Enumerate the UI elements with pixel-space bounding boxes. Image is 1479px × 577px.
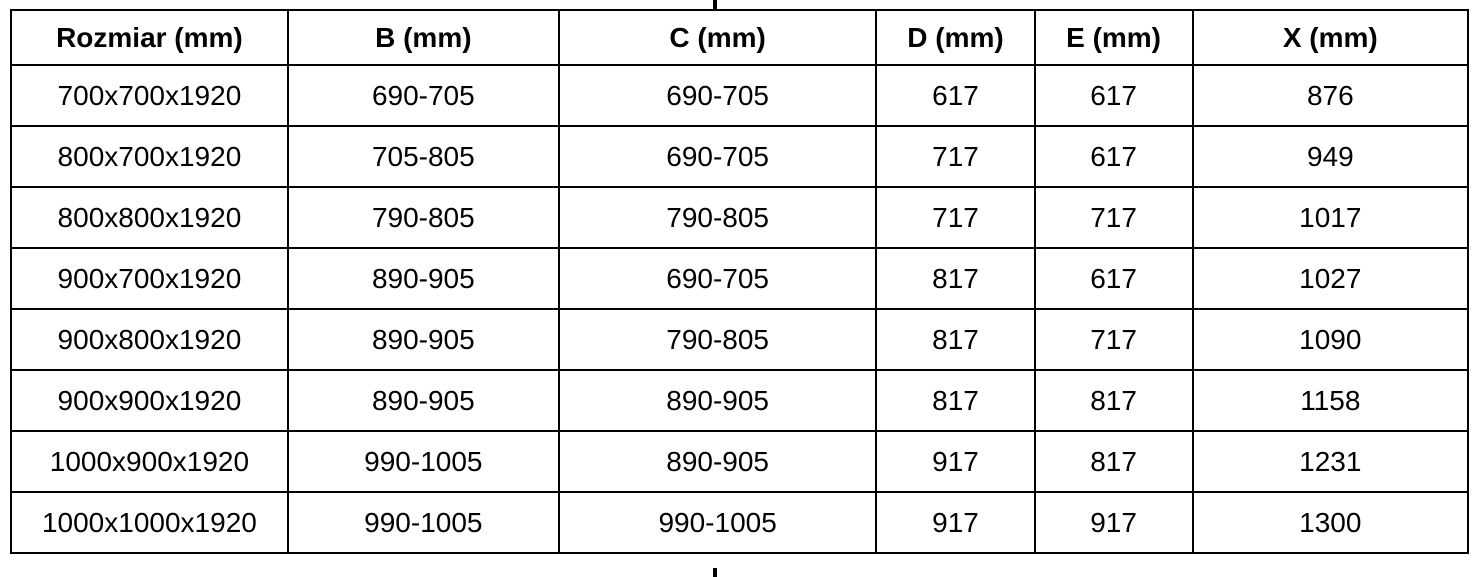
cell-e: 817 (1033, 430, 1194, 493)
cell-c: 790-805 (557, 186, 878, 249)
cell-d: 817 (875, 308, 1036, 371)
column-header-x: X (mm) (1191, 9, 1470, 66)
cell-x: 1300 (1191, 491, 1470, 554)
cell-rozmiar: 1000x900x1920 (10, 430, 289, 493)
column-header-c: C (mm) (557, 9, 878, 66)
cell-c: 890-905 (557, 369, 878, 432)
cell-rozmiar: 1000x1000x1920 (10, 491, 289, 554)
cell-e: 717 (1033, 308, 1194, 371)
header-row: Rozmiar (mm) B (mm) C (mm) D (mm) E (mm)… (10, 9, 1470, 66)
cell-e: 617 (1033, 247, 1194, 310)
cell-x: 1027 (1191, 247, 1470, 310)
cell-rozmiar: 900x900x1920 (10, 369, 289, 432)
cell-b: 890-905 (286, 247, 560, 310)
table-row: 1000x1000x1920 990-1005 990-1005 917 917… (10, 491, 1470, 554)
cell-d: 717 (875, 186, 1036, 249)
cell-d: 617 (875, 64, 1036, 127)
cell-d: 817 (875, 247, 1036, 310)
cell-rozmiar: 800x700x1920 (10, 125, 289, 188)
cell-c: 690-705 (557, 64, 878, 127)
cell-x: 1158 (1191, 369, 1470, 432)
table-row: 900x700x1920 890-905 690-705 817 617 102… (10, 247, 1470, 310)
table-body: 700x700x1920 690-705 690-705 617 617 876… (10, 64, 1470, 554)
bottom-center-tick (713, 568, 717, 577)
cell-c: 890-905 (557, 430, 878, 493)
cell-e: 717 (1033, 186, 1194, 249)
cell-d: 817 (875, 369, 1036, 432)
cell-b: 990-1005 (286, 430, 560, 493)
cell-rozmiar: 800x800x1920 (10, 186, 289, 249)
top-center-tick (713, 0, 717, 9)
cell-e: 617 (1033, 64, 1194, 127)
cell-x: 1231 (1191, 430, 1470, 493)
table-row: 900x900x1920 890-905 890-905 817 817 115… (10, 369, 1470, 432)
table-row: 900x800x1920 890-905 790-805 817 717 109… (10, 308, 1470, 371)
cell-rozmiar: 900x700x1920 (10, 247, 289, 310)
table-row: 800x700x1920 705-805 690-705 717 617 949 (10, 125, 1470, 188)
cell-x: 949 (1191, 125, 1470, 188)
column-header-rozmiar: Rozmiar (mm) (10, 9, 289, 66)
column-header-d: D (mm) (875, 9, 1036, 66)
cell-d: 917 (875, 491, 1036, 554)
table-row: 1000x900x1920 990-1005 890-905 917 817 1… (10, 430, 1470, 493)
cell-x: 1090 (1191, 308, 1470, 371)
cell-rozmiar: 700x700x1920 (10, 64, 289, 127)
table-row: 700x700x1920 690-705 690-705 617 617 876 (10, 64, 1470, 127)
cell-d: 717 (875, 125, 1036, 188)
cell-c: 690-705 (557, 247, 878, 310)
cell-b: 705-805 (286, 125, 560, 188)
cell-c: 990-1005 (557, 491, 878, 554)
cell-b: 990-1005 (286, 491, 560, 554)
table-row: 800x800x1920 790-805 790-805 717 717 101… (10, 186, 1470, 249)
cell-c: 690-705 (557, 125, 878, 188)
table-header: Rozmiar (mm) B (mm) C (mm) D (mm) E (mm)… (10, 9, 1470, 66)
cell-x: 876 (1191, 64, 1470, 127)
cell-d: 917 (875, 430, 1036, 493)
column-header-b: B (mm) (286, 9, 560, 66)
cell-e: 817 (1033, 369, 1194, 432)
cell-b: 690-705 (286, 64, 560, 127)
cell-b: 890-905 (286, 369, 560, 432)
cell-rozmiar: 900x800x1920 (10, 308, 289, 371)
cell-b: 790-805 (286, 186, 560, 249)
size-spec-table: Rozmiar (mm) B (mm) C (mm) D (mm) E (mm)… (10, 9, 1470, 554)
cell-e: 617 (1033, 125, 1194, 188)
cell-c: 790-805 (557, 308, 878, 371)
cell-x: 1017 (1191, 186, 1470, 249)
cell-b: 890-905 (286, 308, 560, 371)
cell-e: 917 (1033, 491, 1194, 554)
column-header-e: E (mm) (1033, 9, 1194, 66)
